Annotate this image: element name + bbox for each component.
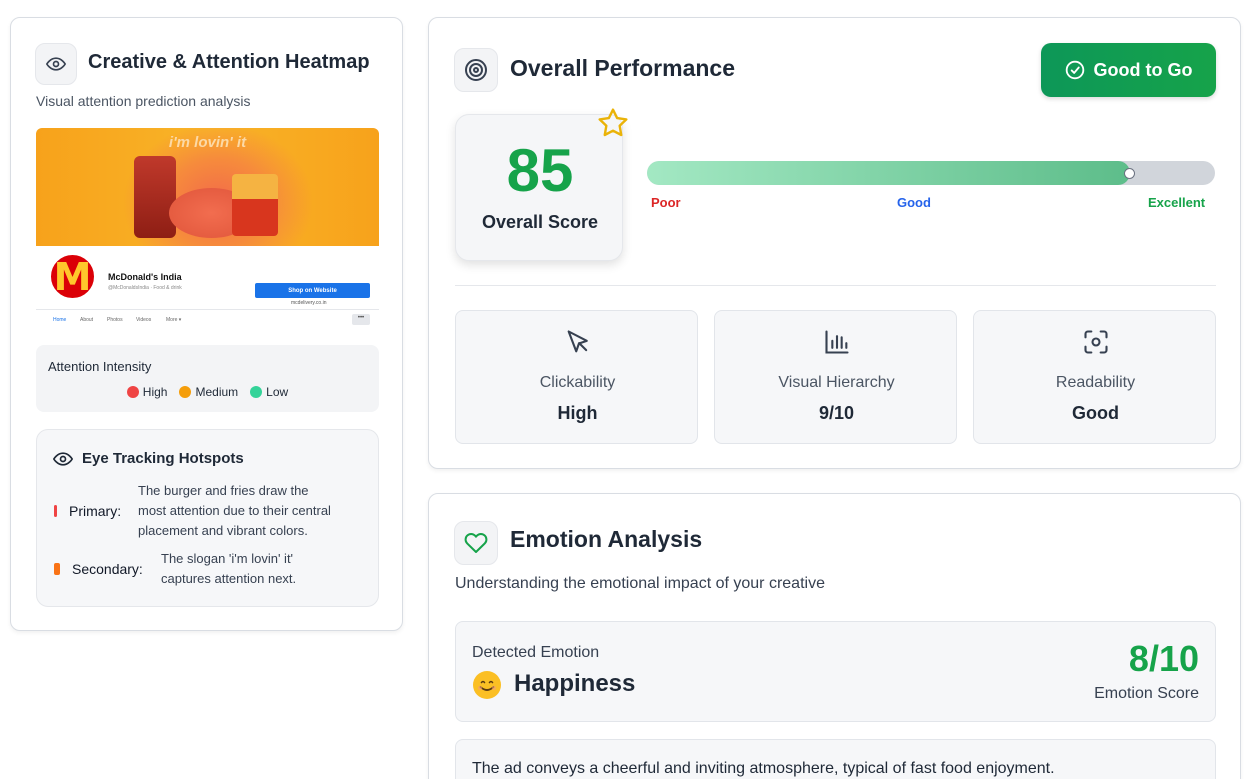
primary-text-line: most attention due to their central <box>138 503 331 518</box>
metric-value: Good <box>1072 403 1119 423</box>
legend-dot <box>250 386 263 398</box>
overall-score-value: 85 <box>506 137 574 204</box>
overall-score-box: 85 Overall Score <box>455 114 623 261</box>
emotion-score-label: Emotion Score <box>1094 685 1199 702</box>
page-name: McDonald's India <box>108 272 182 282</box>
primary-text-line: The burger and fries draw the <box>138 483 309 498</box>
creative-nav: Home About Photos Videos More ▾ ••• <box>36 309 379 328</box>
page-handle: @McDonaldsIndia · Food & drink <box>108 285 182 291</box>
creative-slogan: i'm lovin' it <box>168 134 247 151</box>
legend-item-low: Low <box>250 385 288 399</box>
creative-banner: i'm lovin' it <box>36 128 379 246</box>
bar-chart-icon <box>824 330 849 354</box>
primary-indicator <box>54 505 57 517</box>
shop-button: Shop on Website <box>255 283 370 298</box>
creative-nav-item: More ▾ <box>166 317 182 323</box>
mcdonalds-logo: M <box>48 252 97 301</box>
secondary-indicator <box>54 563 60 575</box>
creative-preview: i'm lovin' it M McDonald's India @McDona… <box>36 128 379 328</box>
primary-label: Primary: <box>69 503 122 519</box>
star-icon <box>598 108 628 137</box>
creative-nav-item: About <box>80 317 94 323</box>
creative-nav-item: Photos <box>107 317 123 323</box>
metric-value: 9/10 <box>818 403 855 423</box>
check-circle-icon <box>1065 60 1084 80</box>
score-progress-knob <box>1124 168 1135 179</box>
legend-dot <box>179 386 192 398</box>
emotion-score-value: 8/10 <box>1128 638 1199 679</box>
metric-icon-wrap <box>974 328 1217 356</box>
score-progress-track <box>647 161 1215 185</box>
scale-poor: Poor <box>651 195 681 210</box>
legend-dot <box>126 386 139 398</box>
metric-clickability: Clickability High <box>455 310 698 444</box>
emotion-description: The ad conveys a cheerful and inviting a… <box>472 760 1055 777</box>
secondary-text: The slogan 'i'm lovin' it' captures atte… <box>161 549 296 589</box>
metric-icon-wrap <box>456 328 699 356</box>
primary-text-line: placement and vibrant colors. <box>138 523 308 538</box>
divider <box>455 285 1216 286</box>
smile-emoji-icon <box>473 671 501 699</box>
heatmap-card: Creative & Attention Heatmap Visual atte… <box>10 17 403 631</box>
metric-visual-hierarchy: Visual Hierarchy 9/10 <box>714 310 957 444</box>
metric-label: Visual Hierarchy <box>778 374 895 391</box>
eye-tracking-hotspots: Eye Tracking Hotspots Primary: The burge… <box>36 429 379 607</box>
good-to-go-label: Good to Go <box>1093 59 1193 80</box>
heart-icon-box <box>454 521 498 565</box>
detected-emotion-label: Detected Emotion <box>472 644 600 661</box>
scale-excellent: Excellent <box>1148 195 1206 210</box>
cola-cup-shape <box>134 156 176 238</box>
cursor-icon <box>567 330 588 353</box>
site-link: mcdelivery.co.in <box>291 300 327 306</box>
emotion-description-box: The ad conveys a cheerful and inviting a… <box>455 739 1216 779</box>
eye-icon <box>53 452 73 466</box>
metric-label: Readability <box>1055 374 1136 391</box>
fries-shape <box>232 174 278 236</box>
scale-good: Good <box>897 195 931 210</box>
score-progress-fill <box>647 161 1130 185</box>
focus-icon <box>1083 330 1108 354</box>
emotion-title: Emotion Analysis <box>510 526 703 552</box>
emotion-card: Emotion Analysis Understanding the emoti… <box>428 493 1241 779</box>
target-icon-box <box>454 48 498 92</box>
eye-icon-box <box>35 43 77 85</box>
eye-icon <box>46 57 66 71</box>
legend-label: Medium <box>195 385 239 399</box>
secondary-label: Secondary: <box>72 561 143 577</box>
metric-value: High <box>557 403 598 423</box>
metric-icon-wrap <box>715 328 958 356</box>
creative-more-button: ••• <box>352 314 370 325</box>
creative-nav-item: Videos <box>136 317 152 323</box>
emotion-subtitle: Understanding the emotional impact of yo… <box>455 575 825 592</box>
legend-item-high: High <box>126 385 168 399</box>
intensity-legend: High Medium Low <box>36 385 379 399</box>
metric-readability: Readability Good <box>973 310 1216 444</box>
legend-label: Low <box>266 385 289 399</box>
target-icon <box>465 59 487 81</box>
heatmap-subtitle: Visual attention prediction analysis <box>36 93 251 109</box>
metric-label: Clickability <box>539 374 616 391</box>
hotspots-title: Eye Tracking Hotspots <box>82 450 244 467</box>
intensity-title: Attention Intensity <box>48 359 152 374</box>
primary-text: The burger and fries draw the most atten… <box>138 481 331 541</box>
secondary-text-line: captures attention next. <box>161 571 297 586</box>
attention-intensity: Attention Intensity High Medium Low <box>36 345 379 412</box>
heart-icon <box>464 533 488 553</box>
detected-emotion-value: Happiness <box>514 670 636 697</box>
heatmap-title: Creative & Attention Heatmap <box>88 51 370 73</box>
legend-label: High <box>142 385 168 399</box>
performance-card: Overall Performance Good to Go 85 Overal… <box>428 17 1241 469</box>
secondary-text-line: The slogan 'i'm lovin' it' <box>161 551 294 566</box>
good-to-go-button[interactable]: Good to Go <box>1041 43 1216 97</box>
overall-score-label: Overall Score <box>481 212 599 232</box>
performance-title: Overall Performance <box>510 55 736 81</box>
detected-emotion-box: Detected Emotion Happiness 8/10 Emotion … <box>455 621 1216 722</box>
creative-nav-item: Home <box>53 317 67 323</box>
legend-item-medium: Medium <box>179 385 238 399</box>
